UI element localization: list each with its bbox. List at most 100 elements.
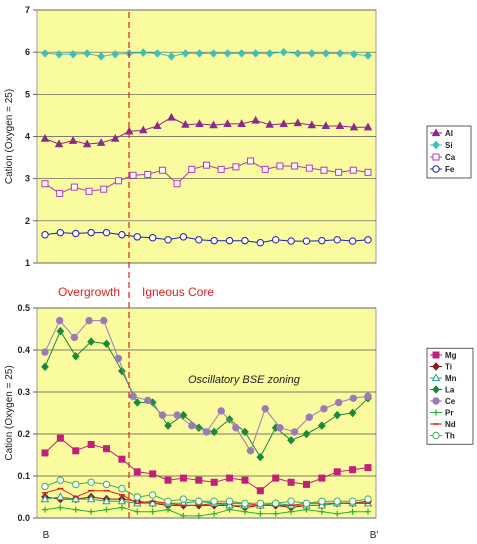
- data-point-mn: [71, 494, 81, 503]
- legend-marker-ce: [432, 397, 440, 405]
- data-point-mg: [318, 474, 326, 482]
- series-pr: [42, 504, 371, 519]
- data-point-pr: [349, 508, 356, 515]
- data-point-ca: [70, 183, 78, 191]
- data-point-ca: [364, 168, 372, 176]
- data-point-ca: [203, 161, 210, 169]
- data-point-al: [251, 115, 260, 124]
- overgrowth-label: Overgrowth: [58, 285, 120, 299]
- data-point-fe: [164, 236, 172, 244]
- data-point-th: [364, 495, 372, 503]
- data-point-fe: [118, 231, 126, 239]
- data-point-mg: [118, 455, 126, 463]
- data-point-la: [210, 427, 219, 437]
- data-point-ca: [188, 165, 196, 173]
- data-point-si: [111, 50, 120, 59]
- data-point-al: [209, 120, 218, 129]
- data-point-ce: [85, 316, 93, 325]
- data-point-si: [336, 49, 344, 58]
- data-point-ce: [114, 354, 123, 363]
- legend-label-mn: Mn: [445, 374, 457, 383]
- y-tick-label: 0.5: [17, 303, 30, 313]
- data-point-fe: [333, 236, 341, 244]
- data-point-ca: [129, 171, 137, 179]
- profile-end-label: B': [370, 530, 379, 541]
- data-point-al: [335, 121, 345, 130]
- data-point-mg: [241, 476, 249, 484]
- data-point-mg: [333, 468, 341, 476]
- data-point-fe: [318, 236, 326, 245]
- data-point-al: [293, 118, 303, 127]
- data-point-fe: [287, 237, 295, 245]
- data-point-ce: [246, 447, 255, 455]
- plot-area: [36, 307, 377, 519]
- data-point-th: [41, 482, 49, 491]
- data-point-pr: [334, 510, 341, 517]
- data-point-ce: [144, 396, 152, 405]
- data-point-la: [317, 421, 326, 430]
- data-point-mg: [226, 474, 234, 482]
- data-point-pr: [365, 508, 371, 515]
- data-point-th: [72, 480, 80, 489]
- data-point-si: [195, 49, 204, 58]
- upper-cation-chart: 1 2 3 4 5 6 7 Cation (Oxygen = 25) Al Si Ca Fe: [4, 5, 472, 268]
- legend-marker-mg: [432, 351, 440, 359]
- data-point-si: [55, 50, 63, 59]
- data-point-fe: [272, 236, 280, 244]
- data-point-al: [223, 119, 232, 127]
- data-point-al: [265, 120, 274, 128]
- data-point-pr: [288, 508, 295, 515]
- legend-label-pr: Pr: [445, 409, 453, 418]
- legend-marker-ti: [432, 362, 440, 371]
- data-point-al: [195, 119, 204, 127]
- data-point-al: [153, 121, 162, 130]
- data-point-la: [41, 362, 49, 372]
- data-point-ca: [217, 165, 225, 173]
- data-point-pr: [211, 510, 218, 517]
- data-point-mg: [133, 468, 141, 476]
- data-point-ce: [70, 333, 79, 342]
- data-point-th: [302, 499, 311, 507]
- legend-marker-la: [432, 385, 440, 394]
- data-point-mg: [272, 474, 280, 482]
- data-point-ca: [41, 180, 49, 188]
- y-tick-label: 5: [25, 89, 30, 99]
- data-point-ca: [144, 170, 152, 178]
- data-point-pr: [318, 508, 325, 515]
- data-point-th: [333, 497, 341, 505]
- data-point-fe: [256, 239, 265, 247]
- igneous-core-label: Igneous Core: [142, 285, 214, 299]
- data-point-si: [237, 49, 246, 58]
- data-point-th: [164, 497, 172, 505]
- data-point-si: [279, 47, 288, 57]
- data-point-si: [307, 49, 316, 58]
- data-point-ce: [100, 316, 108, 325]
- data-point-ca: [85, 187, 93, 195]
- data-point-ce: [261, 405, 269, 413]
- data-point-la: [194, 423, 203, 432]
- data-point-th: [272, 499, 280, 507]
- y-tick-label: 2: [25, 216, 30, 226]
- data-point-ca: [173, 180, 181, 188]
- data-point-ca: [261, 165, 269, 173]
- data-point-ce: [41, 348, 49, 356]
- y-tick-label: 7: [25, 5, 30, 15]
- data-point-pr: [88, 508, 95, 515]
- data-point-si: [265, 49, 274, 58]
- data-point-ce: [188, 421, 196, 430]
- y-tick-label: 0.1: [17, 471, 30, 481]
- data-point-la: [164, 421, 172, 430]
- series-line-fe: [44, 232, 369, 244]
- data-point-pr: [72, 506, 79, 513]
- data-point-mg: [302, 480, 310, 488]
- legend-marker-al: [431, 128, 441, 137]
- series-line-pr: [44, 506, 368, 517]
- data-point-si: [223, 49, 232, 58]
- data-point-ce: [173, 411, 181, 419]
- data-point-la: [348, 408, 357, 418]
- data-point-ce: [276, 424, 284, 432]
- series-ce: [41, 316, 372, 455]
- data-point-ca: [247, 157, 255, 165]
- data-point-fe: [72, 229, 80, 238]
- data-point-la: [87, 337, 96, 346]
